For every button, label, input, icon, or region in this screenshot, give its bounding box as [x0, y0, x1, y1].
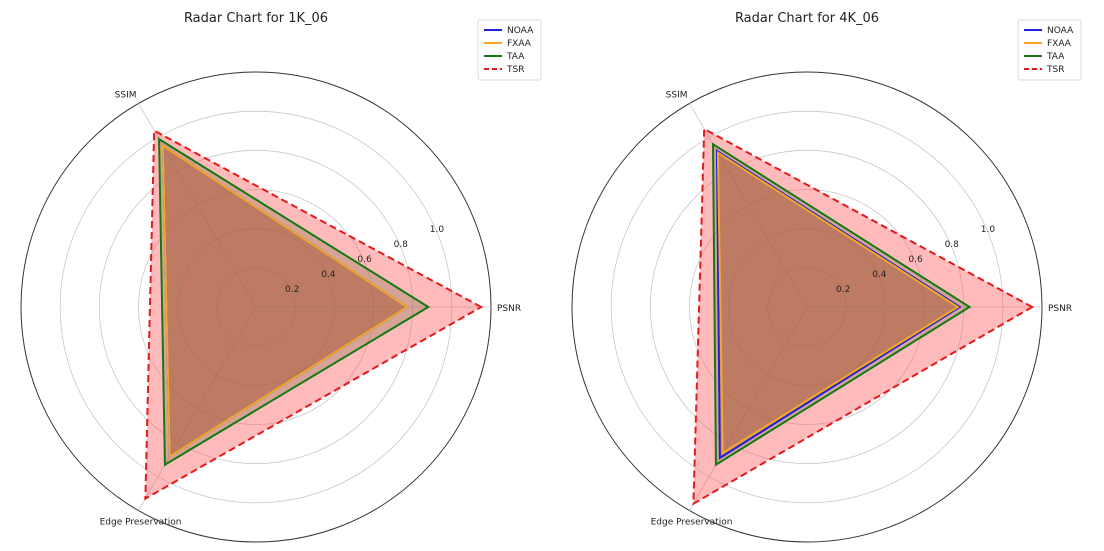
axis-label-ssim: SSIM	[666, 90, 688, 100]
r-tick-label: 0.2	[836, 285, 850, 295]
series-fill-tsr	[145, 130, 482, 499]
chart-title: Radar Chart for 4K_06	[735, 11, 879, 26]
spoke-ssim	[689, 103, 808, 308]
series-line-fxaa	[716, 150, 960, 455]
series-line-tsr	[144, 128, 484, 501]
r-tick-label: 0.8	[394, 240, 409, 250]
series-line-taa	[158, 137, 431, 467]
legend-label-tsr: TSR	[506, 65, 524, 75]
series-fill-taa	[713, 144, 970, 465]
series-fill-fxaa	[717, 152, 958, 453]
r-tick-label: 1.0	[981, 225, 996, 235]
r-tick-label: 0.8	[945, 240, 960, 250]
legend: NOAA FXAA TAA TSR	[1017, 19, 1082, 81]
series-line-fxaa	[161, 143, 409, 459]
legend-label-noaa: NOAA	[507, 26, 534, 36]
radar-chart-1: Radar Chart for 1K_06 0.2 0.4 0.6 0.8 1.0 PSNR…	[20, 11, 542, 543]
radar-chart-2: Radar Chart for 4K_06 0.2 0.4 0.6 0.8 1.0 PSNR…	[571, 11, 1082, 543]
series-fill-taa	[159, 139, 429, 465]
series-fill-noaa	[716, 150, 960, 458]
axis-label-psnr: PSNR	[497, 304, 521, 314]
chart-title: Radar Chart for 1K_06	[184, 11, 328, 26]
legend: NOAA FXAA TAA TSR	[477, 19, 542, 81]
legend-label-taa: TAA	[506, 52, 525, 62]
legend-label-taa: TAA	[1046, 52, 1065, 62]
legend-label-fxaa: FXAA	[507, 39, 532, 49]
series-fill-fxaa	[162, 145, 407, 457]
r-tick-label: 0.4	[321, 270, 336, 280]
spoke-edge-preservation	[689, 306, 808, 511]
r-tick-label: 1.0	[430, 225, 445, 235]
r-tick-label: 0.6	[908, 255, 923, 265]
legend-label-noaa: NOAA	[1047, 26, 1074, 36]
series-line-taa	[711, 142, 972, 467]
axis-label-ssim: SSIM	[115, 90, 137, 100]
axis-label-edge-preservation: Edge Preservation	[100, 518, 182, 528]
series-fill-tsr	[693, 128, 1033, 504]
legend-frame	[1017, 19, 1082, 81]
r-tick-label: 0.6	[357, 255, 372, 265]
r-tick-label: 0.4	[872, 270, 887, 280]
axis-label-psnr: PSNR	[1048, 304, 1072, 314]
r-tick-label: 0.2	[285, 285, 299, 295]
legend-frame	[477, 19, 542, 81]
series-fill-noaa	[162, 145, 407, 457]
spoke-edge-preservation	[138, 306, 257, 511]
legend-label-fxaa: FXAA	[1047, 39, 1072, 49]
legend-label-tsr: TSR	[1046, 65, 1064, 75]
axis-label-edge-preservation: Edge Preservation	[651, 518, 733, 528]
